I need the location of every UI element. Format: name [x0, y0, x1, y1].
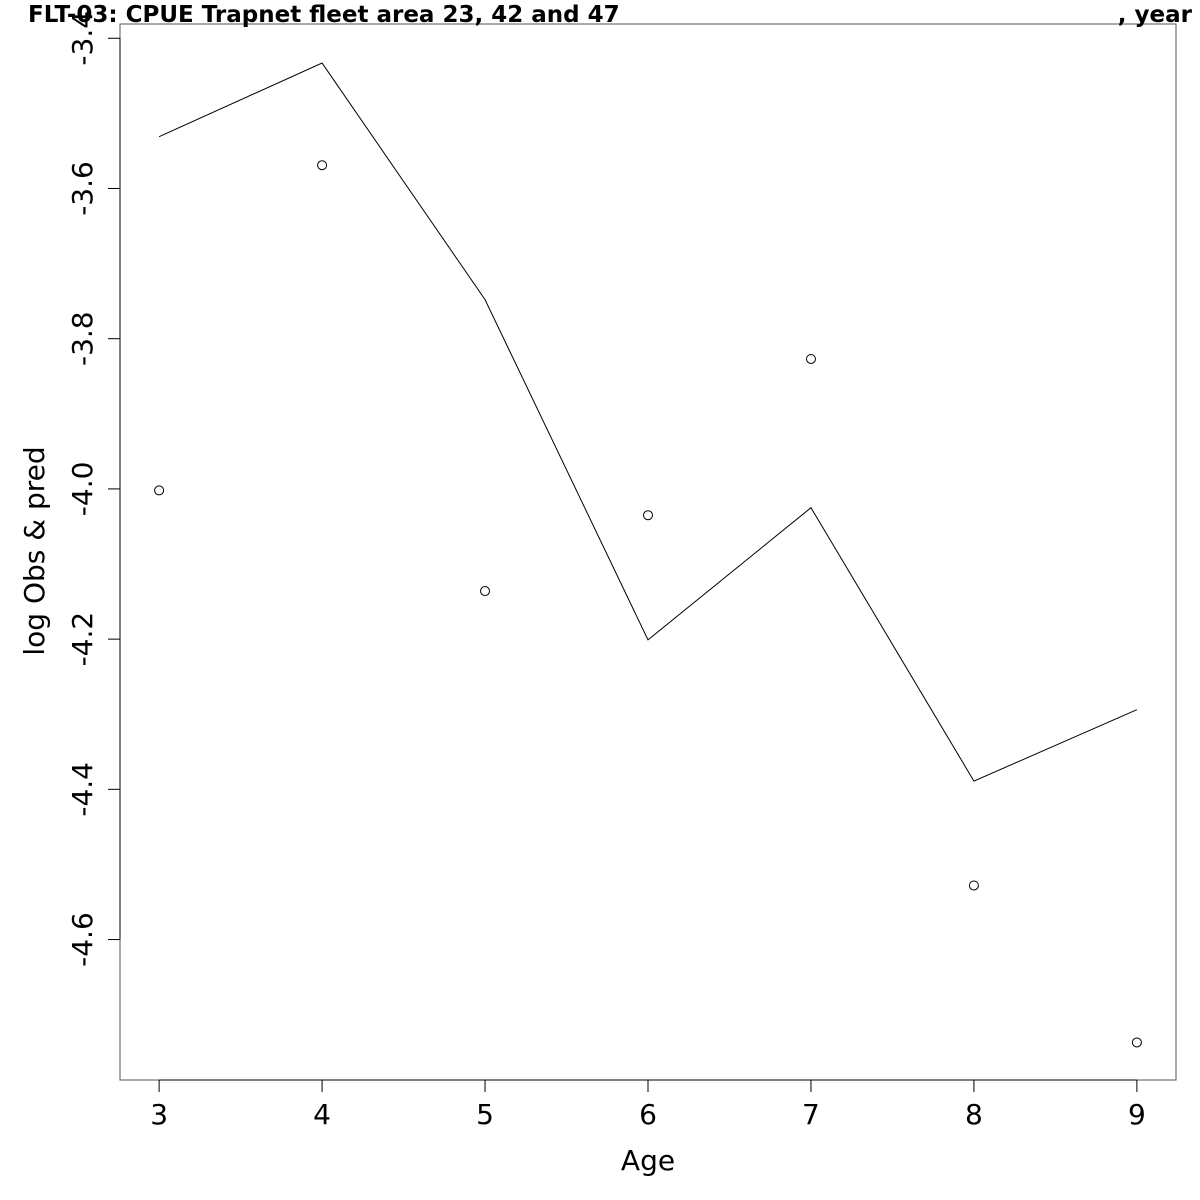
- observed-point: [1131, 1037, 1142, 1048]
- chart-title-suffix: , year: [1118, 2, 1193, 28]
- observed-point: [968, 880, 979, 891]
- x-tick-label: 6: [639, 1098, 657, 1131]
- y-tick-label: -3.6: [66, 161, 99, 216]
- y-tick-label: -4.4: [66, 762, 99, 817]
- observed-point: [643, 510, 653, 521]
- y-tick-label: -4.2: [66, 612, 99, 667]
- y-axis: -3.4 -3.6 -3.8 -4.0 -4.2 -4.4 -4.6: [66, 11, 120, 967]
- observed-point: [154, 485, 165, 496]
- x-tick-label: 8: [965, 1098, 983, 1131]
- observed-point: [317, 160, 328, 171]
- y-tick-label: -4.6: [66, 912, 99, 967]
- x-axis-label: Age: [621, 1144, 675, 1177]
- x-tick-label: 9: [1128, 1098, 1146, 1131]
- x-axis: 3 4 5 6 7 8 9: [150, 1080, 1146, 1131]
- x-tick-label: 5: [476, 1098, 494, 1131]
- y-tick-label: -3.8: [66, 311, 99, 366]
- x-tick-label: 7: [802, 1098, 820, 1131]
- predicted-line: [158, 62, 1138, 782]
- chart-title: FLT-03: CPUE Trapnet fleet area 23, 42 a…: [28, 2, 620, 28]
- observed-point: [480, 586, 491, 597]
- observed-point: [805, 353, 816, 364]
- x-tick-label: 4: [313, 1098, 331, 1131]
- y-axis-label: log Obs & pred: [18, 446, 51, 655]
- y-tick-label: -3.4: [66, 11, 99, 66]
- series-layer: [154, 62, 1142, 1048]
- y-tick-label: -4.0: [66, 462, 99, 517]
- x-tick-label: 3: [150, 1098, 168, 1131]
